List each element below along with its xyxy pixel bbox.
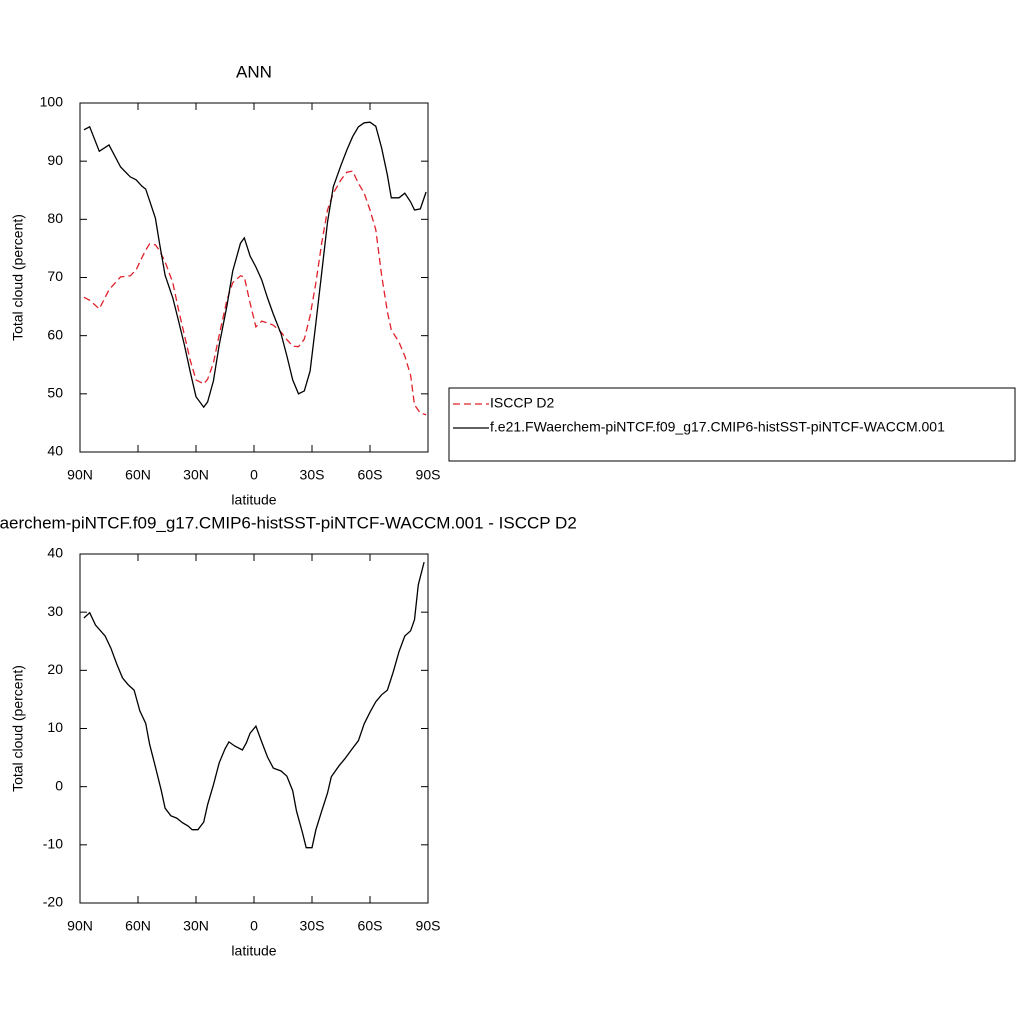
x-tick-label: 90S xyxy=(416,467,441,483)
y-tick-label: 10 xyxy=(47,719,63,735)
y-tick-label: 70 xyxy=(47,268,63,284)
x-tick-label: 0 xyxy=(250,467,258,483)
plot-frame xyxy=(79,102,429,453)
x-tick-label: 0 xyxy=(250,918,258,934)
y-tick-label: 40 xyxy=(47,443,63,459)
y-tick-label: -10 xyxy=(43,836,63,852)
chart-title: ANN xyxy=(236,62,272,81)
chart-title: f.e21.FWaerchem-piNTCF.f09_g17.CMIP6-his… xyxy=(0,513,577,532)
x-tick-label: 60S xyxy=(358,467,383,483)
x-tick-label: 30N xyxy=(183,918,209,934)
y-axis-label: Total cloud (percent) xyxy=(10,214,26,341)
data-line xyxy=(83,170,427,416)
y-tick-label: -20 xyxy=(43,894,63,910)
y-tick-label: 0 xyxy=(55,777,63,793)
x-tick-label: 30S xyxy=(300,467,325,483)
x-tick-label: 60S xyxy=(358,918,383,934)
x-tick-label: 30S xyxy=(300,918,325,934)
y-tick-label: 40 xyxy=(47,545,63,561)
data-line xyxy=(83,561,425,849)
y-tick-label: 100 xyxy=(40,94,64,110)
y-tick-label: 90 xyxy=(47,152,63,168)
x-axis-label: latitude xyxy=(231,943,276,959)
legend-label: ISCCP D2 xyxy=(490,395,555,411)
legend-label: f.e21.FWaerchem-piNTCF.f09_g17.CMIP6-his… xyxy=(490,419,945,435)
y-tick-label: 60 xyxy=(47,326,63,342)
x-tick-label: 90S xyxy=(416,918,441,934)
y-tick-label: 80 xyxy=(47,210,63,226)
data-line xyxy=(83,121,427,409)
x-tick-label: 60N xyxy=(125,918,151,934)
y-axis-label: Total cloud (percent) xyxy=(10,665,26,792)
legend-box xyxy=(448,387,1016,462)
x-tick-label: 30N xyxy=(183,467,209,483)
x-tick-label: 60N xyxy=(125,467,151,483)
y-tick-label: 50 xyxy=(47,385,63,401)
x-tick-label: 90N xyxy=(67,467,93,483)
y-tick-label: 30 xyxy=(47,603,63,619)
x-axis-label: latitude xyxy=(231,492,276,508)
x-tick-label: 90N xyxy=(67,918,93,934)
y-tick-label: 20 xyxy=(47,661,63,677)
